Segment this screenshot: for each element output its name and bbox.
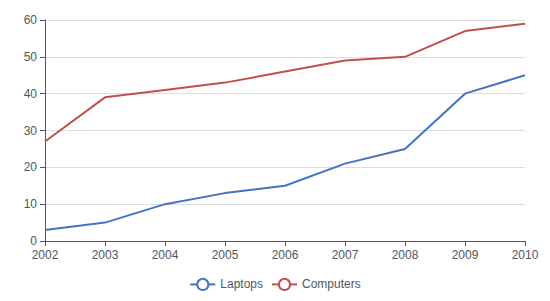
svg-text:0: 0 (30, 234, 37, 248)
svg-text:2009: 2009 (452, 248, 479, 262)
svg-text:2002: 2002 (32, 248, 59, 262)
svg-text:Computers: Computers (302, 277, 361, 291)
svg-text:2004: 2004 (152, 248, 179, 262)
svg-text:2007: 2007 (332, 248, 359, 262)
svg-text:50: 50 (24, 50, 38, 64)
svg-text:2008: 2008 (392, 248, 419, 262)
svg-text:10: 10 (24, 197, 38, 211)
svg-text:Laptops: Laptops (220, 277, 263, 291)
svg-text:2006: 2006 (272, 248, 299, 262)
svg-text:60: 60 (24, 13, 38, 27)
svg-text:2003: 2003 (92, 248, 119, 262)
svg-text:20: 20 (24, 160, 38, 174)
svg-text:40: 40 (24, 87, 38, 101)
svg-text:2010: 2010 (512, 248, 539, 262)
svg-text:2005: 2005 (212, 248, 239, 262)
svg-text:30: 30 (24, 124, 38, 138)
